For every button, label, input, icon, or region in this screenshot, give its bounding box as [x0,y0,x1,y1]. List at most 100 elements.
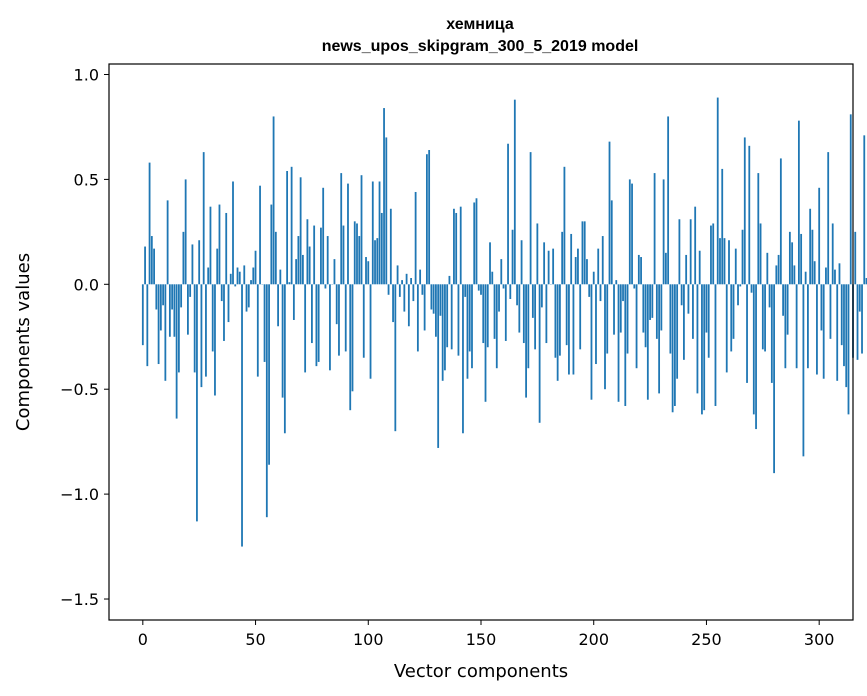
bar [525,284,527,398]
bar [732,284,735,339]
bar [793,265,796,285]
x-axis-ticks: 0 50 100 150 200 250 300 [138,620,834,649]
bar [624,284,627,406]
bar [861,284,863,354]
bar [809,208,812,285]
bar [705,284,708,333]
bar [845,284,848,388]
bar [592,271,595,285]
bar [177,284,180,373]
bar [162,284,165,306]
bar [453,208,455,285]
bar [673,284,676,406]
bar [588,284,591,297]
bar [324,284,327,289]
bar [407,284,410,327]
bar [191,244,194,285]
bar [353,221,356,285]
bar [579,284,582,350]
bar [286,171,289,285]
bar [250,280,252,285]
bar [374,240,376,285]
bar [703,284,706,411]
bar [597,248,600,285]
bar [527,284,530,369]
bar [220,284,223,302]
bar [306,219,309,285]
bar [655,284,658,339]
bar [423,284,426,331]
chart-title: хемница [446,16,514,33]
bar [843,284,845,367]
bar [757,173,760,285]
bar [229,273,232,285]
bar [380,212,383,285]
y-tick-label: 1.0 [74,65,99,84]
bar [416,284,419,352]
bar [493,284,496,339]
bar [568,284,570,375]
bar [822,284,825,379]
bar [471,284,473,369]
bar [840,284,843,346]
bar [159,284,162,331]
bar [268,284,270,465]
bar [243,265,246,285]
bar [148,162,151,285]
bar [146,284,149,367]
bar [615,280,618,285]
bar [509,284,512,299]
bar [283,284,286,434]
bar [779,158,782,285]
bar [504,284,507,341]
bar [788,231,791,285]
bar [520,240,523,285]
bar [858,284,861,312]
x-tick-label: 150 [466,630,497,649]
bar [326,236,329,285]
bar [500,259,503,285]
bar [401,280,403,285]
bar [601,236,604,285]
bar [389,208,392,285]
bar [252,267,255,285]
bar [495,284,498,369]
bar [419,269,422,285]
bar [200,284,203,388]
bar [728,240,730,285]
bar [590,284,593,400]
bar [834,269,836,285]
bar [752,284,755,415]
bar [797,120,800,285]
bar [784,284,787,369]
bar [214,284,216,396]
bar [534,284,537,350]
bar [491,271,494,285]
bar [554,284,557,358]
y-axis-label: Components values [13,253,34,431]
bar [694,206,697,285]
bar [480,284,482,295]
bar [604,284,606,390]
bar [498,284,500,312]
bar [311,284,313,344]
bar [723,238,726,285]
bar [827,152,830,285]
bar [263,284,266,362]
bar [831,223,834,285]
bar [187,284,189,335]
bar [277,284,279,327]
bar [398,284,401,297]
bar [865,278,867,285]
bar [329,284,331,371]
bar [428,150,431,285]
bar [730,284,733,352]
bar [559,284,561,356]
bar [610,200,613,285]
y-tick-label: −0.5 [60,380,99,399]
bar [642,284,645,333]
bar [619,284,622,333]
bar [157,284,160,365]
bar [768,284,771,308]
bar [626,284,629,354]
